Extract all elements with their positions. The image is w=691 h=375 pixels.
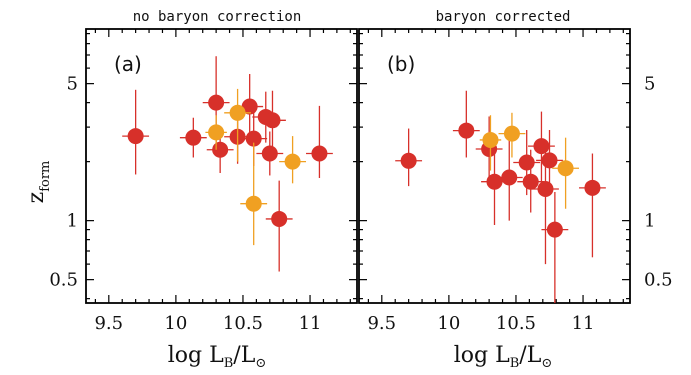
marker [486, 173, 503, 190]
data-point-orange [205, 115, 227, 150]
marker [264, 112, 281, 129]
plot-frame [85, 28, 358, 304]
marker [533, 138, 550, 155]
marker [245, 195, 262, 212]
data-point-red [259, 90, 286, 150]
panel-tag: (b) [387, 52, 415, 76]
data-point-red [475, 116, 503, 181]
data-point-red [306, 105, 333, 179]
panel-a: 9.5 10 10.5 11 0.5 1 5 (a) [49, 28, 358, 334]
plot-frame [358, 28, 631, 304]
data-point-orange [498, 112, 526, 158]
marker [458, 122, 475, 139]
marker [284, 153, 301, 170]
data-point-red [495, 132, 523, 221]
marker [185, 129, 202, 146]
marker [518, 154, 535, 171]
marker [208, 94, 225, 111]
x-tick-label: 10.5 [496, 313, 536, 334]
marker [271, 210, 288, 227]
data-point-orange [224, 88, 252, 162]
data-point-orange [240, 142, 268, 246]
x-axis-label-b: log LB/L⊙ [454, 343, 552, 371]
data-point-red [528, 111, 555, 184]
data-point-red [541, 191, 569, 303]
marker [541, 152, 558, 169]
y-tick-label: 0.5 [644, 270, 673, 291]
data-point-red [179, 117, 207, 158]
data-point-red [579, 153, 606, 258]
panel-tag: (a) [114, 52, 142, 76]
y-axis-label: zform [24, 161, 53, 204]
marker [400, 152, 417, 169]
x-tick-label: 9.5 [94, 313, 123, 334]
marker [208, 124, 225, 141]
x-tick-label: 10 [437, 313, 460, 334]
y-tick-label: 1 [644, 211, 655, 232]
data-point-red [517, 149, 545, 213]
y-tick-label: 5 [644, 74, 655, 95]
marker [537, 181, 554, 198]
data-point-red [452, 90, 480, 158]
data-point-red [256, 131, 284, 176]
marker [501, 169, 518, 186]
marker [261, 145, 278, 162]
panel-a-title: no baryon correction [133, 9, 302, 25]
y-axis-label-main: z [24, 192, 49, 204]
panel-b: 9.5 10 10.5 11 0.5 1 5 (b) [358, 28, 673, 334]
y-tick-label: 0.5 [49, 270, 78, 291]
marker [212, 141, 229, 158]
marker [503, 125, 520, 142]
marker [546, 221, 563, 238]
marker [584, 179, 601, 196]
marker [229, 104, 246, 121]
data-point-orange [479, 115, 502, 171]
marker [245, 130, 262, 147]
data-point-red [536, 130, 563, 192]
x-tick-label: 9.5 [367, 313, 396, 334]
marker [127, 128, 144, 145]
y-tick-label: 1 [67, 211, 78, 232]
x-axis-label-a: log LB/L⊙ [168, 343, 266, 371]
data-point-red [122, 89, 150, 175]
x-tick-label: 10.5 [223, 313, 263, 334]
marker [557, 160, 574, 177]
data-point-orange [279, 136, 307, 184]
x-tick-label: 10 [164, 313, 187, 334]
data-point-orange [552, 137, 580, 209]
marker [522, 173, 539, 190]
y-tick-label: 5 [67, 74, 78, 95]
data-point-red [395, 128, 423, 187]
x-tick-label: 11 [572, 313, 595, 334]
marker [482, 131, 499, 148]
x-tick-label: 11 [299, 313, 322, 334]
panel-b-title: baryon corrected [436, 9, 571, 25]
marker [241, 98, 258, 115]
y-axis-label-sub: form [38, 161, 53, 192]
data-point-red [265, 180, 293, 272]
marker [311, 145, 328, 162]
